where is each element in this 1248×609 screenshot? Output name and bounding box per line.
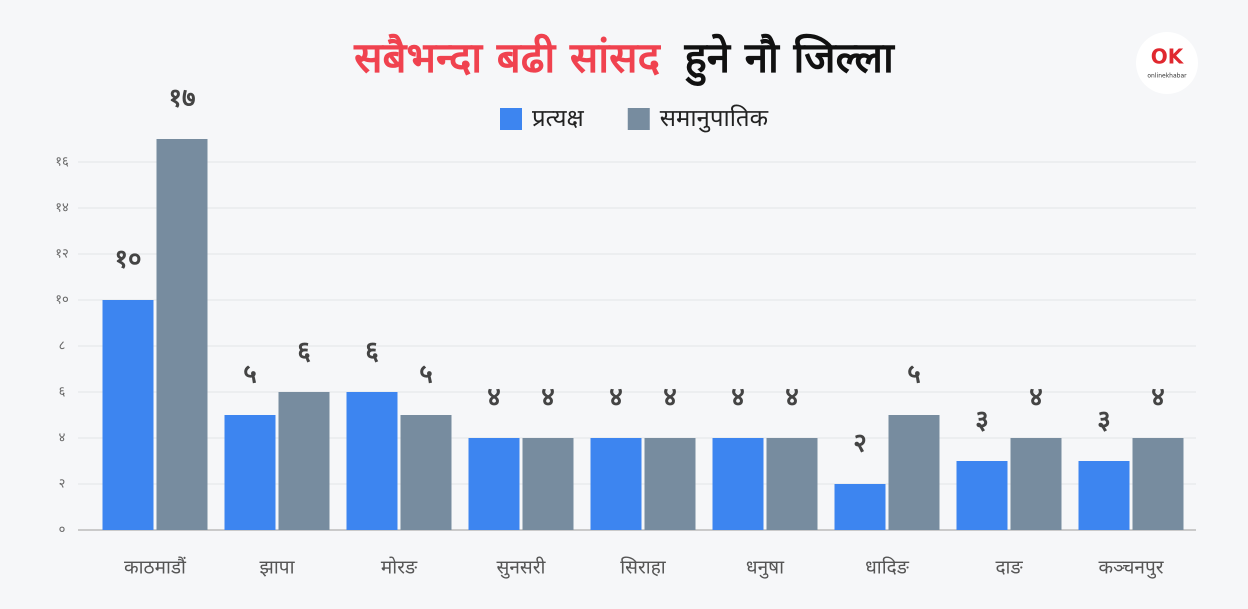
- value-label: ४: [663, 383, 677, 413]
- x-tick-label: दाङ: [995, 557, 1023, 579]
- bar: [468, 438, 520, 530]
- bar: [956, 461, 1008, 530]
- x-tick-label: झापा: [260, 557, 296, 579]
- x-tick-label: सुनसरी: [497, 556, 547, 580]
- y-tick-label: ०: [59, 523, 66, 538]
- value-label: १७: [168, 84, 195, 114]
- logo-mark: OK: [1151, 45, 1185, 69]
- bar: [766, 438, 818, 530]
- value-label: ५: [419, 360, 433, 390]
- title-part: सबैभन्दा बढी सांसद: [353, 33, 661, 82]
- bar: [278, 392, 330, 530]
- value-label: २: [853, 429, 867, 459]
- bar: [888, 415, 940, 530]
- bar: [834, 484, 886, 530]
- value-label: ६: [365, 337, 379, 367]
- bar: [712, 438, 764, 530]
- y-tick-label: ८: [59, 339, 66, 354]
- value-label: ३: [975, 406, 989, 436]
- y-tick-label: ४: [59, 431, 66, 446]
- bar: [590, 438, 642, 530]
- bar: [102, 300, 154, 530]
- value-label: ५: [907, 360, 921, 390]
- y-tick-label: १४: [55, 201, 69, 216]
- value-label: ४: [731, 383, 745, 413]
- x-tick-label: धनुषा: [746, 557, 785, 580]
- legend-swatch: [500, 108, 522, 130]
- value-label: ६: [297, 337, 311, 367]
- x-tick-label: सिराहा: [620, 556, 667, 579]
- value-label: ४: [487, 383, 501, 413]
- value-label: १०: [114, 245, 141, 275]
- y-tick-label: १२: [55, 247, 69, 262]
- legend-swatch: [627, 108, 650, 130]
- y-tick-label: १०: [55, 293, 69, 308]
- x-tick-label: काठमाडौं: [124, 556, 187, 579]
- y-tick-label: २: [59, 477, 66, 492]
- y-tick-label: ६: [59, 385, 66, 400]
- bar: [224, 415, 276, 530]
- bar: [1132, 438, 1184, 530]
- bar: [644, 438, 696, 530]
- logo: OK onlinekhabar: [1136, 32, 1198, 94]
- bar: [522, 438, 574, 530]
- title-part: हुने नौ जिल्ला: [684, 33, 897, 86]
- x-tick-label: मोरङ: [381, 556, 418, 579]
- value-label: ४: [609, 383, 623, 413]
- value-label: ४: [1151, 383, 1165, 413]
- logo-text: onlinekhabar: [1147, 73, 1187, 80]
- bar: [346, 392, 398, 530]
- value-label: ३: [1097, 406, 1111, 436]
- value-label: ४: [1029, 383, 1043, 413]
- value-label: ४: [541, 383, 555, 413]
- bar: [400, 415, 452, 530]
- legend-label: समानुपातिक: [660, 104, 769, 133]
- value-label: ५: [243, 360, 257, 390]
- x-tick-label: धादिङ: [865, 556, 910, 579]
- logo-circle: [1136, 32, 1198, 94]
- bar: [1078, 461, 1130, 530]
- x-tick-label: कञ्चनपुर: [1098, 557, 1164, 580]
- bar: [1010, 438, 1062, 530]
- value-label: ४: [785, 383, 799, 413]
- bar: [156, 139, 208, 530]
- legend-label: प्रत्यक्ष: [532, 104, 585, 132]
- y-tick-label: १६: [55, 155, 69, 170]
- chart-title: सबैभन्दा बढी सांसद हुने नौ जिल्ला: [353, 33, 896, 86]
